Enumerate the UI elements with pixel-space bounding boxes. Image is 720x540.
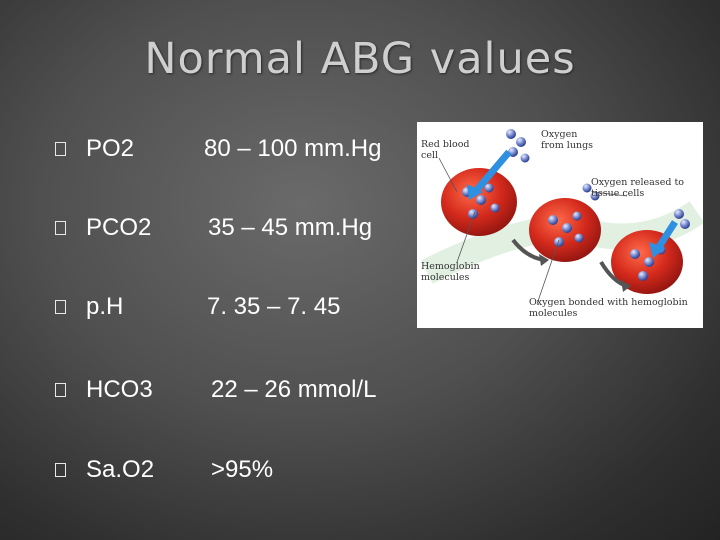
- label-oxygen-bonded: Oxygen bonded with hemoglobin molecules: [529, 297, 688, 319]
- bullet-icon: [55, 463, 66, 477]
- oxygen-transport-diagram: Red blood cell Oxygen from lungs Oxygen …: [417, 122, 703, 328]
- normal-range: 22 – 26 mmol/L: [211, 376, 377, 403]
- abg-row-po2: PO2 80 – 100 mm.Hg: [0, 132, 440, 172]
- abg-row-ph: p.H 7. 35 – 7. 45: [0, 290, 440, 330]
- normal-range: 35 – 45 mm.Hg: [208, 214, 373, 241]
- bullet-icon: [55, 383, 66, 397]
- parameter-name: Sa.O2: [86, 456, 155, 483]
- parameter-name: p.H: [86, 293, 124, 320]
- label-red-blood-cell: Red blood cell: [421, 139, 470, 161]
- bullet-icon: [55, 221, 66, 235]
- abg-row-pco2: PCO2 35 – 45 mm.Hg: [0, 211, 440, 251]
- normal-range: 80 – 100 mm.Hg: [204, 135, 382, 162]
- label-oxygen-from-lungs: Oxygen from lungs: [541, 129, 594, 151]
- parameter-name: HCO3: [86, 376, 153, 403]
- rbc-illustration: [421, 129, 703, 305]
- normal-range: >95%: [211, 456, 274, 483]
- abg-row-hco3: HCO3 22 – 26 mmol/L: [0, 373, 440, 413]
- label-hemoglobin: Hemoglobin molecules: [421, 261, 480, 283]
- label-oxygen-released: Oxygen released to tissue cells: [591, 177, 684, 199]
- parameter-name: PCO2: [86, 214, 152, 241]
- bullet-icon: [55, 142, 66, 156]
- normal-range: 7. 35 – 7. 45: [207, 293, 341, 320]
- parameter-name: PO2: [86, 135, 135, 162]
- slide-title: Normal ABG values: [144, 34, 576, 84]
- abg-row-sao2: Sa.O2 >95%: [0, 453, 440, 493]
- bullet-icon: [55, 300, 66, 314]
